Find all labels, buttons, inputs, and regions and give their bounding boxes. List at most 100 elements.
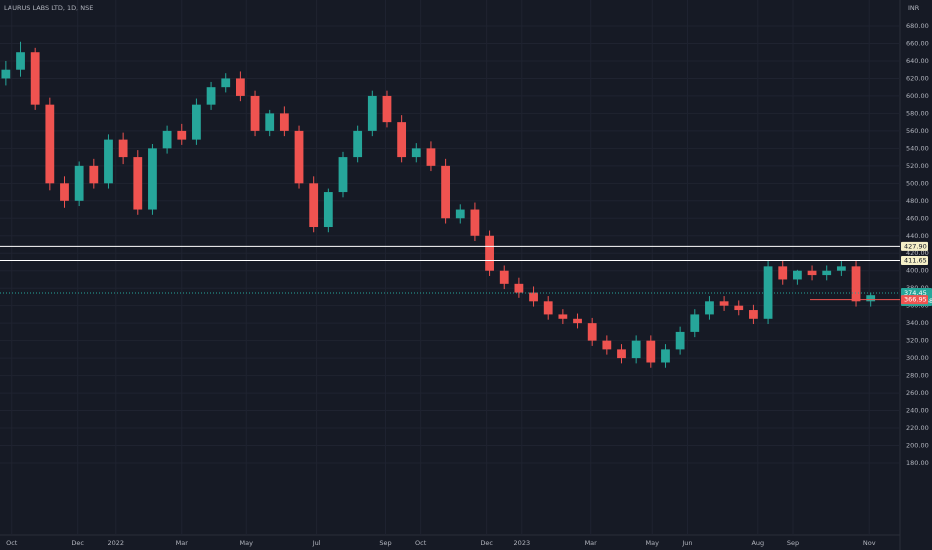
y-tick-label: 280.00 xyxy=(906,372,929,380)
x-tick-label: Oct xyxy=(415,539,427,547)
candle-body xyxy=(104,139,113,184)
y-tick-label: 220.00 xyxy=(906,424,929,432)
y-tick-label: 400.00 xyxy=(906,267,929,275)
x-tick-label: Dec xyxy=(480,539,493,547)
candle-body xyxy=(661,349,670,363)
x-tick-label: Sep xyxy=(379,539,391,547)
candle-body xyxy=(353,130,363,158)
candle-body xyxy=(543,301,553,315)
y-tick-label: 440.00 xyxy=(906,232,929,240)
y-tick-label: 520.00 xyxy=(906,162,929,170)
candle-body xyxy=(30,52,40,105)
candle-body xyxy=(235,78,245,96)
y-tick-label: 340.00 xyxy=(906,319,929,327)
x-tick-label: Aug xyxy=(751,539,764,547)
y-tick-label: 500.00 xyxy=(906,179,929,187)
candle-body xyxy=(192,104,201,140)
y-tick-label: 600.00 xyxy=(906,92,929,100)
level-badge xyxy=(901,256,928,266)
candle-body xyxy=(74,165,84,201)
candle-body xyxy=(1,69,11,79)
candle-body xyxy=(60,183,69,201)
last-price-label: 374.45 xyxy=(904,289,927,297)
candle-body xyxy=(16,52,25,70)
x-tick-label: Mar xyxy=(585,539,598,547)
candle-body xyxy=(631,340,641,359)
candle-body xyxy=(118,139,128,158)
candle-body xyxy=(836,266,846,271)
candle-body xyxy=(338,157,348,193)
candle-body xyxy=(426,148,436,166)
candle-body xyxy=(866,295,876,302)
y-tick-label: 480.00 xyxy=(906,197,929,205)
candle-body xyxy=(265,113,275,131)
candle-body xyxy=(851,266,861,302)
candle-body xyxy=(792,270,802,280)
candle-body xyxy=(294,130,304,184)
candle-body xyxy=(719,301,729,306)
candle-body xyxy=(177,130,187,140)
x-tick-label: 2022 xyxy=(108,539,125,547)
candle-body xyxy=(323,192,333,228)
level-label: 411.65 xyxy=(904,257,927,265)
x-tick-label: May xyxy=(646,539,660,547)
y-tick-label: 420.00 xyxy=(906,249,929,257)
x-tick-label: Nov xyxy=(863,539,876,547)
y-tick-label: 540.00 xyxy=(906,144,929,152)
x-tick-label: Jul xyxy=(312,539,321,547)
candle-body xyxy=(250,95,260,131)
candle-body xyxy=(558,314,568,319)
y-tick-label: 560.00 xyxy=(906,127,929,135)
chart-title: LAURUS LABS LTD, 1D, NSE xyxy=(4,4,93,12)
candle-body xyxy=(822,270,832,276)
candle-body xyxy=(45,104,55,184)
x-tick-label: Oct xyxy=(6,539,18,547)
candle-body xyxy=(382,95,392,123)
y-tick-label: 260.00 xyxy=(906,389,929,397)
candle-body xyxy=(470,209,480,236)
candle-body xyxy=(279,113,289,131)
candle-body xyxy=(411,148,421,158)
candle-body xyxy=(734,305,744,311)
x-tick-label: Jun xyxy=(681,539,692,547)
level-badge xyxy=(901,241,928,251)
candle-body xyxy=(749,310,758,319)
candle-body xyxy=(455,209,465,219)
y-tick-label: 660.00 xyxy=(906,39,929,47)
candle-body xyxy=(148,148,157,210)
currency: INR xyxy=(908,4,920,12)
candle-body xyxy=(807,270,817,276)
y-tick-label: 640.00 xyxy=(906,57,929,65)
candle-body xyxy=(397,122,407,158)
prev-price-badge xyxy=(901,295,928,305)
candle-body xyxy=(441,165,450,219)
candle-body xyxy=(690,314,700,332)
candle-body xyxy=(367,95,377,131)
candle-body xyxy=(705,301,714,315)
candle-body xyxy=(133,157,143,210)
y-tick-label: 180.00 xyxy=(906,459,929,467)
y-tick-label: 320.00 xyxy=(906,337,929,345)
candle-body xyxy=(206,87,216,105)
y-tick-label: 580.00 xyxy=(906,109,929,117)
y-tick-label: 460.00 xyxy=(906,214,929,222)
y-tick-label: 200.00 xyxy=(906,442,929,450)
x-tick-label: Sep xyxy=(787,539,799,547)
level-label: 427.90 xyxy=(904,242,927,250)
y-tick-label: 240.00 xyxy=(906,407,929,415)
x-tick-label: Dec xyxy=(71,539,84,547)
candle-body xyxy=(162,130,172,149)
candle-body xyxy=(529,292,538,302)
x-tick-label: Mar xyxy=(176,539,189,547)
y-tick-label: 620.00 xyxy=(906,74,929,82)
y-tick-label: 300.00 xyxy=(906,354,929,362)
x-tick-label: 2023 xyxy=(514,539,531,547)
x-tick-label: May xyxy=(240,539,254,547)
prev-price-label: 366.95 xyxy=(904,296,927,304)
candle-body xyxy=(514,283,524,293)
candle-body xyxy=(778,266,788,280)
y-tick-label: 680.00 xyxy=(906,22,929,30)
candle-body xyxy=(309,183,319,228)
